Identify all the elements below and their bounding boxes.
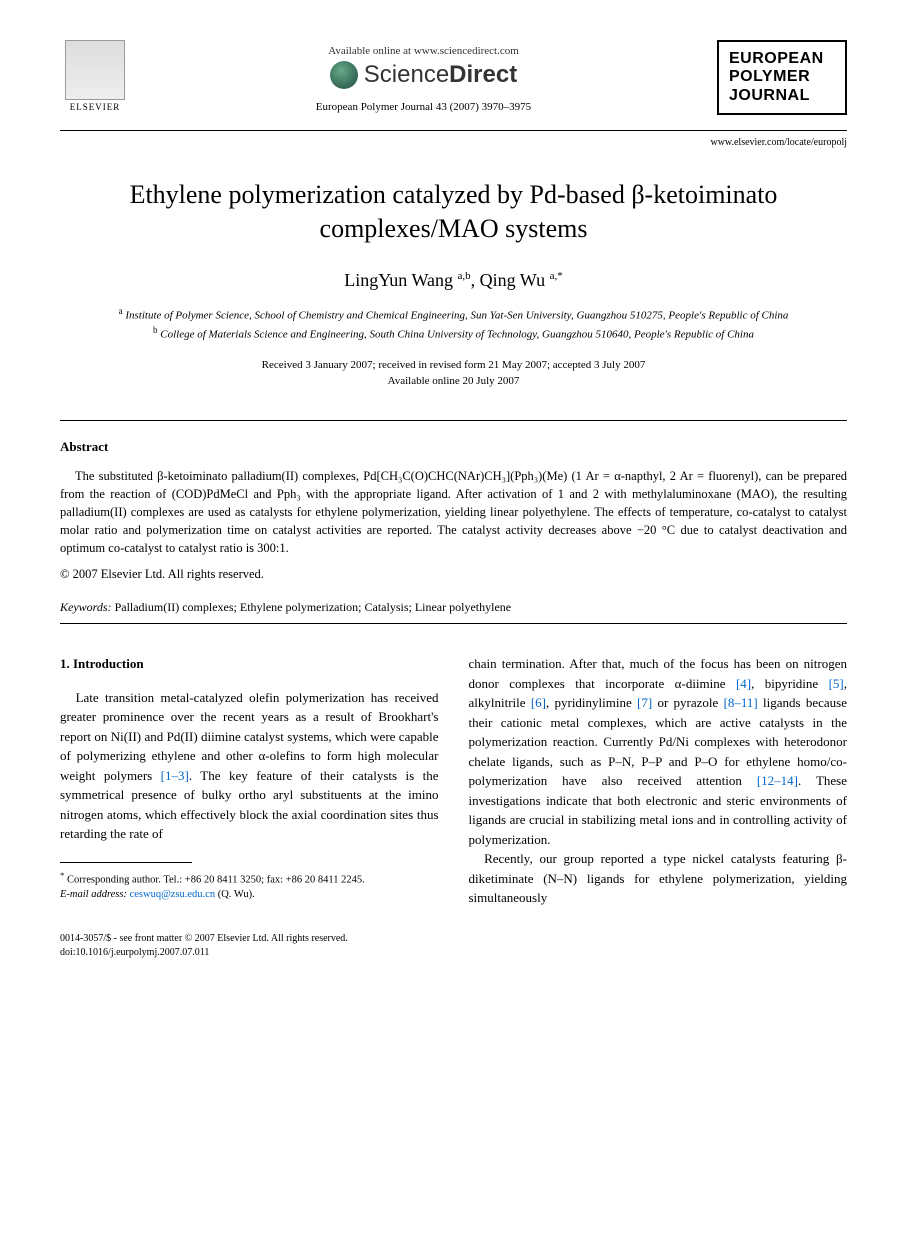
- elsevier-logo: ELSEVIER: [60, 40, 130, 120]
- journal-box-line3: JOURNAL: [729, 87, 835, 105]
- journal-box-wrap: EUROPEAN POLYMER JOURNAL: [717, 40, 847, 115]
- page-footer: 0014-3057/$ - see front matter © 2007 El…: [60, 932, 847, 960]
- elsevier-label: ELSEVIER: [70, 102, 121, 112]
- journal-url[interactable]: www.elsevier.com/locate/europolj: [60, 137, 847, 148]
- body-columns: 1. Introduction Late transition metal-ca…: [60, 654, 847, 908]
- corresponding-author-footnote: * Corresponding author. Tel.: +86 20 841…: [60, 869, 439, 903]
- elsevier-tree-icon: [65, 40, 125, 100]
- journal-box-line2: POLYMER: [729, 68, 835, 86]
- available-online-text: Available online at www.sciencedirect.co…: [130, 45, 717, 57]
- sciencedirect-text: ScienceDirect: [364, 61, 517, 89]
- footnote-email-who: (Q. Wu).: [218, 889, 255, 900]
- footer-doi: doi:10.1016/j.eurpolymj.2007.07.011: [60, 946, 847, 960]
- abstract-body: The substituted β-ketoiminato palladium(…: [60, 467, 847, 558]
- affiliations: a Institute of Polymer Science, School o…: [60, 305, 847, 343]
- header-row: ELSEVIER Available online at www.science…: [60, 40, 847, 120]
- footnote-email-label: E-mail address:: [60, 889, 127, 900]
- footer-front-matter: 0014-3057/$ - see front matter © 2007 El…: [60, 932, 847, 946]
- journal-reference: European Polymer Journal 43 (2007) 3970–…: [130, 101, 717, 113]
- column-left: 1. Introduction Late transition metal-ca…: [60, 654, 439, 908]
- ref-link-12-14[interactable]: [12–14]: [757, 773, 798, 788]
- article-dates: Received 3 January 2007; received in rev…: [60, 357, 847, 390]
- footnote-email-line: E-mail address: ceswuq@zsu.edu.cn (Q. Wu…: [60, 888, 439, 903]
- sciencedirect-logo: ScienceDirect: [130, 61, 717, 89]
- footnote-separator: [60, 862, 192, 863]
- abstract-heading: Abstract: [60, 439, 847, 455]
- affiliation-a: a Institute of Polymer Science, School o…: [60, 305, 847, 324]
- keywords: Keywords: Palladium(II) complexes; Ethyl…: [60, 600, 847, 615]
- intro-para-1-left: Late transition metal-catalyzed olefin p…: [60, 688, 439, 844]
- abstract-copyright: © 2007 Elsevier Ltd. All rights reserved…: [60, 567, 847, 582]
- affiliation-b: b College of Materials Science and Engin…: [60, 324, 847, 343]
- intro-heading: 1. Introduction: [60, 654, 439, 674]
- ref-link-7[interactable]: [7]: [637, 695, 652, 710]
- ref-link-6[interactable]: [6]: [531, 695, 546, 710]
- ref-link-4[interactable]: [4]: [736, 676, 751, 691]
- top-rule: [60, 130, 847, 131]
- footnote-email[interactable]: ceswuq@zsu.edu.cn: [130, 889, 215, 900]
- ref-link-5[interactable]: [5]: [829, 676, 844, 691]
- column-right: chain termination. After that, much of t…: [469, 654, 848, 908]
- journal-box: EUROPEAN POLYMER JOURNAL: [717, 40, 847, 115]
- footnote-corr: * Corresponding author. Tel.: +86 20 841…: [60, 869, 439, 888]
- keywords-rule: [60, 623, 847, 624]
- ref-link-8-11[interactable]: [8–11]: [724, 695, 758, 710]
- journal-box-line1: EUROPEAN: [729, 50, 835, 68]
- article-title: Ethylene polymerization catalyzed by Pd-…: [60, 178, 847, 246]
- online-date: Available online 20 July 2007: [60, 373, 847, 390]
- center-header: Available online at www.sciencedirect.co…: [130, 40, 717, 113]
- keywords-text: Palladium(II) complexes; Ethylene polyme…: [115, 600, 512, 614]
- ref-link-1-3[interactable]: [1–3]: [161, 768, 189, 783]
- intro-para-1-right: chain termination. After that, much of t…: [469, 654, 848, 849]
- authors: LingYun Wang a,b, Qing Wu a,*: [60, 270, 847, 291]
- sciencedirect-icon: [330, 61, 358, 89]
- keywords-label: Keywords:: [60, 600, 112, 614]
- intro-para-2-right: Recently, our group reported a type nick…: [469, 849, 848, 908]
- abstract-top-rule: [60, 420, 847, 421]
- received-date: Received 3 January 2007; received in rev…: [60, 357, 847, 374]
